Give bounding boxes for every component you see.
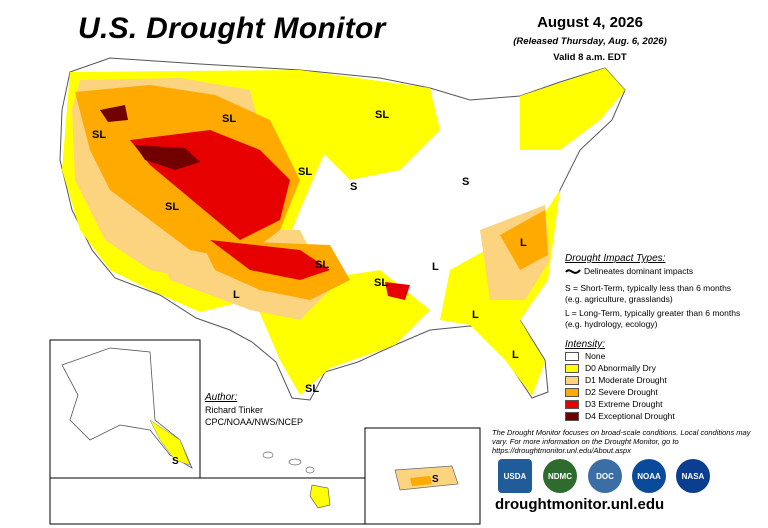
map-label: S — [432, 474, 439, 485]
ndmc-logo[interactable]: NDMC — [543, 459, 577, 493]
impact-long-term: L = Long-Term, typically greater than 6 … — [565, 308, 741, 329]
legend-swatch — [565, 400, 579, 409]
legend-label: D3 Extreme Drought — [585, 399, 663, 409]
author-org: CPC/NOAA/NWS/NCEP — [205, 417, 304, 427]
map-label: SL — [92, 129, 106, 141]
map-label: L — [432, 261, 439, 273]
map-label: S — [172, 456, 179, 467]
logo-text: NASA — [681, 471, 705, 481]
impact-dominant: Delineates dominant impacts — [584, 266, 694, 276]
legend-label: D2 Severe Drought — [585, 387, 658, 397]
map-label: SL — [315, 259, 329, 271]
legend-label: D4 Exceptional Drought — [585, 411, 675, 421]
map-label: L — [472, 309, 479, 321]
map-label: L — [512, 349, 519, 361]
noaa-logo[interactable]: NOAA — [632, 459, 666, 493]
legend-swatch — [565, 352, 579, 361]
map-label: SL — [222, 113, 236, 125]
conus-map — [59, 57, 626, 401]
legend-swatch — [565, 376, 579, 385]
author-label: Author: — [205, 392, 238, 403]
map-label: L — [233, 289, 240, 301]
puerto-rico-inset: S — [364, 427, 481, 525]
intensity-title: Intensity: — [565, 339, 606, 350]
map-label: SL — [305, 383, 319, 395]
valid-time: Valid 8 a.m. EDT — [553, 52, 627, 63]
doc-logo[interactable]: DOC — [588, 459, 622, 493]
map-label: L — [520, 237, 527, 249]
legend-swatch — [565, 364, 579, 373]
map-date: August 4, 2026 — [537, 14, 643, 31]
release-date: (Released Thursday, Aug. 6, 2026) — [513, 36, 667, 47]
disclaimer-note: The Drought Monitor focuses on broad-sca… — [492, 428, 751, 455]
impact-short-term: S = Short-Term, typically less than 6 mo… — [565, 283, 732, 304]
logo-text: USDA — [503, 471, 527, 481]
author-block: Author: Richard Tinker CPC/NOAA/NWS/NCEP — [205, 392, 303, 428]
logo-text: NOAA — [637, 471, 661, 481]
logo-text: DOC — [596, 471, 614, 481]
map-labels: SL SL SL SL SL S S SL SL L L L L L SL — [92, 109, 527, 395]
legend-swatch — [565, 412, 579, 421]
hawaii-islands — [262, 451, 331, 509]
d4-pnw — [100, 105, 128, 122]
map-label: SL — [165, 201, 179, 213]
d4-core — [135, 145, 200, 170]
map-label: SL — [298, 166, 312, 178]
d3-south — [210, 240, 330, 280]
author-name: Richard Tinker — [205, 405, 264, 415]
legend-label: D0 Abnormally Dry — [585, 363, 656, 373]
d0-north — [300, 70, 440, 180]
impact-types-title: Drought Impact Types: — [565, 253, 666, 264]
legend-label: D1 Moderate Drought — [585, 375, 667, 385]
alaska-inset: S — [49, 339, 201, 479]
logo-text: NDMC — [548, 471, 572, 481]
d0-northeast — [520, 68, 625, 150]
usda-logo[interactable]: USDA — [498, 459, 532, 493]
d2-carolinas — [500, 210, 548, 270]
map-label: S — [350, 181, 357, 193]
d3-arklatex — [385, 282, 410, 300]
legend-swatch — [565, 388, 579, 397]
nasa-logo[interactable]: NASA — [676, 459, 710, 493]
map-title: U.S. Drought Monitor — [78, 12, 386, 45]
map-label: S — [462, 176, 469, 188]
website-link[interactable]: droughtmonitor.unl.edu — [495, 496, 665, 513]
legend-label: None — [585, 351, 606, 361]
map-label: SL — [374, 277, 388, 289]
impact-line-icon — [565, 269, 581, 274]
map-label: SL — [375, 109, 389, 121]
